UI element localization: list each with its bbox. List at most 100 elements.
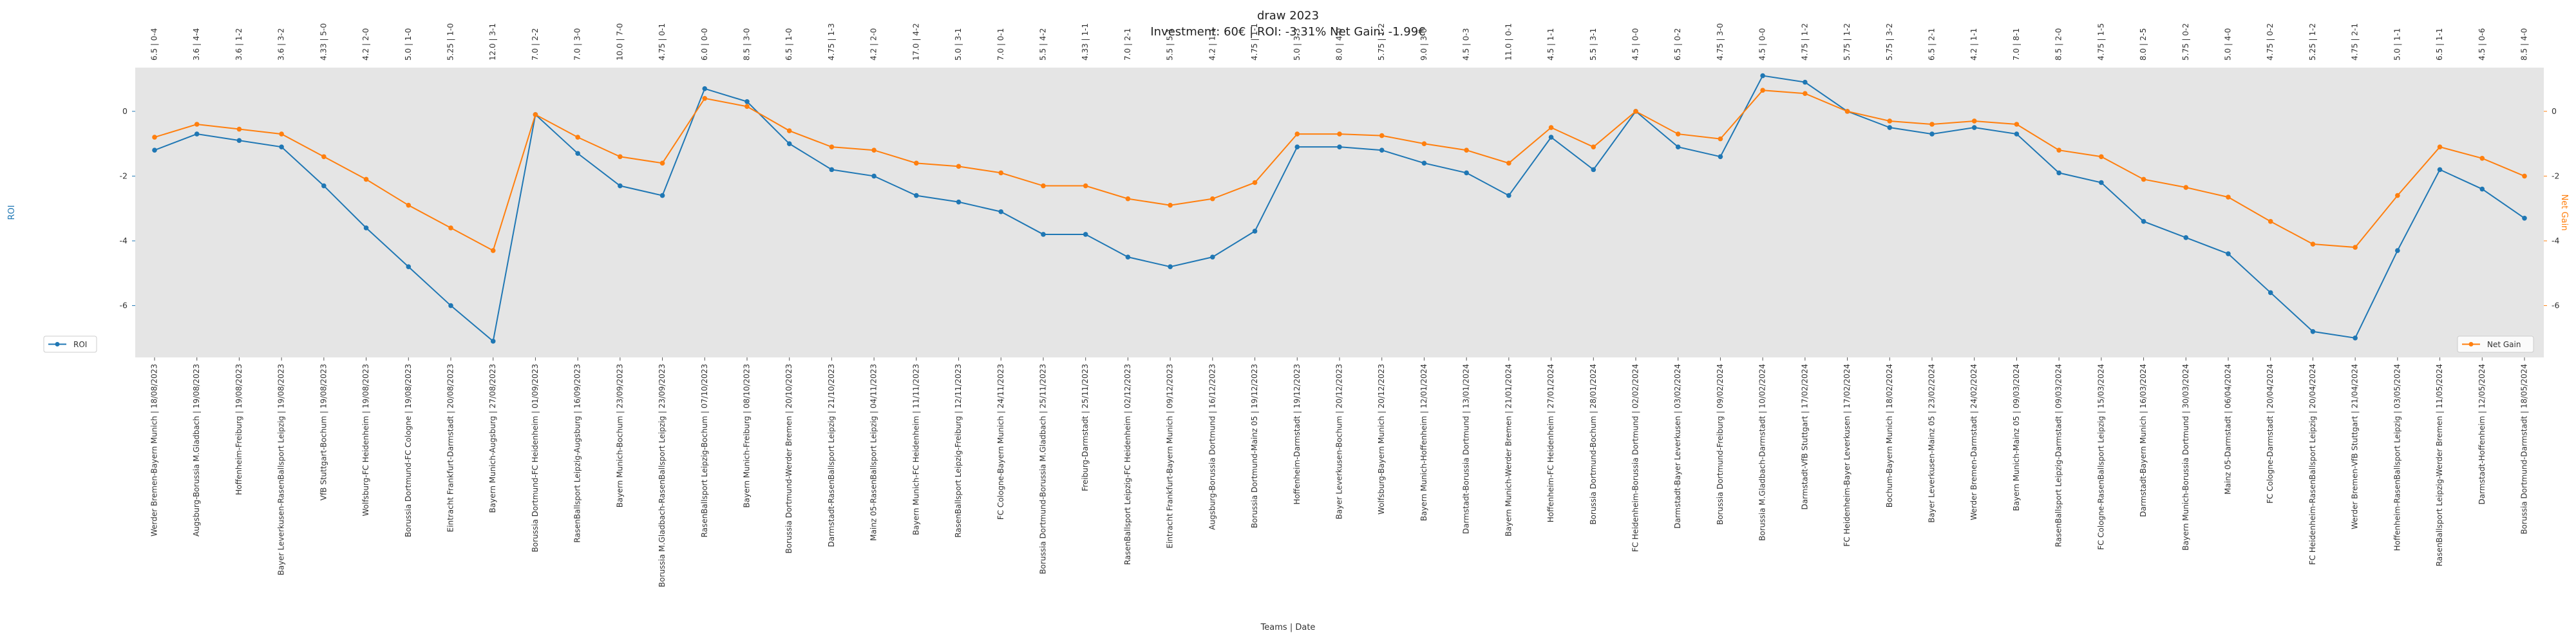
top-label: 4.2 | 1-1 — [1208, 28, 1217, 61]
x-tick-label: Borussia Dortmund-Borussia M.Gladbach | … — [1039, 364, 1048, 574]
data-point-roi — [956, 199, 961, 205]
data-point-net-gain — [1041, 183, 1046, 189]
data-point-roi — [2056, 170, 2061, 176]
data-point-net-gain — [829, 144, 835, 149]
y-right-tick-label: -2 — [2552, 171, 2559, 180]
data-point-roi — [2522, 215, 2527, 221]
y-axis-left-label: ROI — [7, 205, 17, 220]
data-point-roi — [490, 339, 496, 344]
x-tick-label: Eintracht Frankfurt-Darmstadt | 20/08/20… — [446, 364, 455, 532]
data-point-net-gain — [2056, 147, 2061, 153]
x-tick-label: Werder Bremen-VfB Stuttgart | 21/04/2024 — [2351, 364, 2360, 529]
x-tick-label: Bayern Munich-Mainz 05 | 09/03/2024 — [2012, 364, 2021, 511]
data-point-net-gain — [1887, 118, 1893, 124]
data-point-roi — [2479, 186, 2485, 192]
top-label: 6.5 | 2-1 — [1927, 28, 1937, 61]
x-tick-label: Wolfsburg-Bayern Munich | 20/12/2023 — [1377, 364, 1386, 515]
data-point-roi — [1760, 73, 1765, 79]
legend-net-gain: Net Gain — [2457, 336, 2534, 353]
data-point-net-gain — [2183, 185, 2189, 190]
top-label: 7.0 | 8-1 — [2012, 28, 2021, 61]
top-label: 4.5 | 1-1 — [1546, 28, 1555, 61]
data-point-net-gain — [1125, 196, 1131, 202]
series-layer — [152, 73, 2527, 344]
top-label: 5.0 | 1-0 — [404, 28, 413, 61]
x-tick-label: RasenBallsport Leipzig-Augsburg | 16/09/… — [573, 364, 582, 543]
y-left-tick-label: -2 — [120, 171, 128, 180]
top-label: 8.0 | 4-0 — [1335, 28, 1344, 61]
top-label: 7.0 | 2-1 — [1123, 28, 1132, 61]
data-point-net-gain — [1421, 141, 1427, 146]
data-point-net-gain — [1971, 118, 1977, 124]
data-point-roi — [2395, 248, 2400, 253]
data-point-net-gain — [236, 126, 242, 132]
data-point-roi — [1591, 167, 1596, 173]
left-y-axis: 0 -2 -4 -6 — [120, 106, 135, 310]
top-label: 4.33 | 5-0 — [319, 23, 328, 61]
data-point-roi — [2310, 328, 2316, 334]
data-point-net-gain — [575, 135, 580, 140]
x-tick-label: Borussia Dortmund-Bochum | 28/01/2024 — [1589, 364, 1598, 525]
x-tick-label: Bayern Munich-Werder Bremen | 21/01/2024 — [1504, 364, 1513, 536]
x-tick-label: Werder Bremen-Bayern Munich | 18/08/2023 — [150, 364, 159, 536]
y-left-tick-label: 0 — [122, 106, 128, 116]
x-tick-label: Darmstadt-RasenBallsport Leipzig | 21/10… — [827, 364, 836, 547]
top-label: 4.5 | 0-6 — [2477, 28, 2486, 61]
data-point-net-gain — [490, 248, 496, 253]
top-label: 8.0 | 2-5 — [2139, 28, 2148, 61]
data-point-roi — [1083, 232, 1088, 237]
data-point-net-gain — [1760, 88, 1765, 93]
legend-net-gain-label: Net Gain — [2487, 340, 2521, 349]
data-point-net-gain — [1929, 122, 1935, 127]
data-point-roi — [1252, 229, 1258, 234]
data-point-net-gain — [1252, 180, 1258, 185]
data-point-roi — [2226, 251, 2231, 256]
top-label: 5.25 | 1-2 — [2308, 23, 2317, 61]
legend-roi: ROI — [43, 336, 97, 353]
data-point-roi — [363, 225, 369, 231]
data-point-net-gain — [702, 95, 708, 101]
top-label: 5.75 | 1-2 — [1842, 23, 1852, 61]
top-labels-group: 6.5 | 0-4 3.6 | 4-4 3.6 | 1-2 3.6 | 3-2 4.33… — [150, 23, 2529, 61]
top-label: 4.75 | 2-1 — [2351, 23, 2360, 61]
top-label: 8.5 | 4-0 — [2520, 28, 2529, 61]
data-point-roi — [1294, 144, 1300, 149]
data-point-roi — [1210, 254, 1215, 260]
data-point-roi — [1337, 144, 1342, 149]
data-point-roi — [702, 86, 708, 91]
data-point-roi — [1125, 254, 1131, 260]
data-point-net-gain — [1337, 131, 1342, 137]
data-point-net-gain — [1844, 109, 1850, 114]
top-label: 7.0 | 0-1 — [996, 28, 1005, 61]
data-point-roi — [2353, 336, 2358, 341]
top-label: 3.6 | 3-2 — [277, 28, 286, 61]
x-tick-label: Darmstadt-Borussia Dortmund | 13/01/2024 — [1462, 364, 1471, 534]
top-label: 4.5 | 0-0 — [1631, 28, 1640, 61]
top-label: 3.6 | 1-2 — [234, 28, 243, 61]
data-point-net-gain — [321, 154, 327, 160]
x-tick-label: Borussia Dortmund-FC Heidenheim | 01/09/… — [531, 364, 540, 552]
x-tick-label: FC Heidenheim-RasenBallsport Leipzig | 2… — [2308, 364, 2317, 565]
data-point-roi — [1803, 79, 1808, 85]
x-tick-label: Darmstadt-Bayern Munich | 16/03/2024 — [2139, 364, 2148, 517]
data-point-roi — [829, 167, 835, 173]
x-tick-label: Wolfsburg-FC Heidenheim | 19/08/2023 — [361, 364, 370, 516]
data-point-roi — [1675, 144, 1681, 149]
data-point-net-gain — [1294, 131, 1300, 137]
top-label: 4.5 | 0-0 — [1758, 28, 1767, 61]
top-label: 10.0 | 7-0 — [615, 23, 624, 61]
x-tick-label: RasenBallsport Leipzig-Darmstadt | 09/03… — [2054, 364, 2063, 547]
data-point-net-gain — [448, 225, 453, 231]
data-point-roi — [1168, 264, 1173, 270]
top-label: 5.5 | 3-1 — [1589, 28, 1598, 61]
x-tick-label: Bayer Leverkusen-Mainz 05 | 23/02/2024 — [1927, 364, 1937, 523]
chart-subtitle: Investment: 60€ | ROI: -3.31% Net Gain: … — [1150, 25, 1425, 39]
data-point-roi — [279, 144, 284, 149]
x-tick-label: Freiburg-Darmstadt | 25/11/2023 — [1081, 364, 1090, 491]
data-point-roi — [2268, 290, 2273, 296]
x-tick-label: RasenBallsport Leipzig-Bochum | 07/10/20… — [700, 364, 709, 537]
top-label: 5.75 | 0-2 — [2181, 23, 2190, 61]
top-label: 6.5 | 0-2 — [1673, 28, 1682, 61]
data-point-roi — [152, 147, 157, 153]
